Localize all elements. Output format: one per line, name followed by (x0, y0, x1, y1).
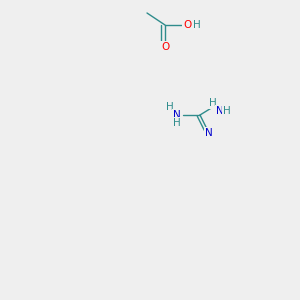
Text: H: H (166, 102, 174, 112)
Text: H: H (223, 106, 231, 116)
Text: N: N (173, 110, 181, 120)
Text: H: H (209, 98, 217, 108)
Text: O: O (161, 42, 169, 52)
Text: H: H (193, 20, 201, 30)
Text: N: N (205, 128, 213, 138)
Text: H: H (173, 118, 181, 128)
Text: N: N (216, 106, 224, 116)
Text: O: O (183, 20, 191, 30)
